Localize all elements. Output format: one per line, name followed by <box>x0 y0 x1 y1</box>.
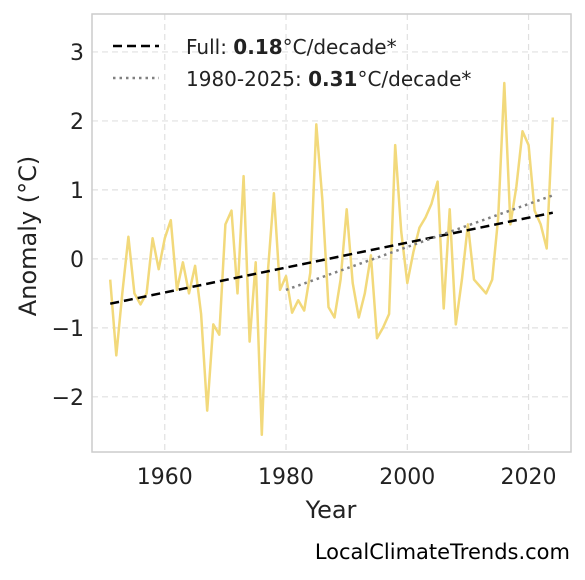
legend-full-suffix: °C/decade* <box>283 35 397 59</box>
legend-full-prefix: Full: <box>186 35 233 59</box>
x-tick-label: 2000 <box>379 465 435 490</box>
series-layer <box>108 81 555 437</box>
trend-line-full <box>109 211 554 305</box>
legend: Full: 0.18°C/decade* 1980-2025: 0.31°C/d… <box>113 35 471 91</box>
y-tick-label: −1 <box>52 317 84 342</box>
y-tick-label: 0 <box>70 248 84 273</box>
legend-recent-value: 0.31 <box>308 67 357 91</box>
legend-label-recent: 1980-2025: 0.31°C/decade* <box>186 67 471 91</box>
legend-label-full: Full: 0.18°C/decade* <box>186 35 397 59</box>
credit-text: LocalClimateTrends.com <box>314 540 570 564</box>
x-tick-label: 1980 <box>258 465 314 490</box>
x-axis-title: Year <box>305 496 357 524</box>
tick-labels: 1960 1980 2000 2020 3 2 1 0 −1 −2 <box>52 41 557 490</box>
y-tick-label: 3 <box>70 41 84 66</box>
x-tick-label: 1960 <box>137 465 193 490</box>
trend-line-recent <box>285 194 554 292</box>
y-tick-label: −2 <box>52 386 84 411</box>
y-tick-label: 2 <box>70 110 84 135</box>
gridlines <box>92 14 571 452</box>
y-axis-title: Anomaly (°C) <box>14 156 42 316</box>
anomaly-line <box>108 81 555 437</box>
legend-recent-suffix: °C/decade* <box>357 67 471 91</box>
y-tick-label: 1 <box>70 179 84 204</box>
legend-recent-prefix: 1980-2025: <box>186 67 308 91</box>
plot-frame <box>91 13 572 453</box>
x-tick-label: 2020 <box>501 465 557 490</box>
legend-full-value: 0.18 <box>233 35 282 59</box>
